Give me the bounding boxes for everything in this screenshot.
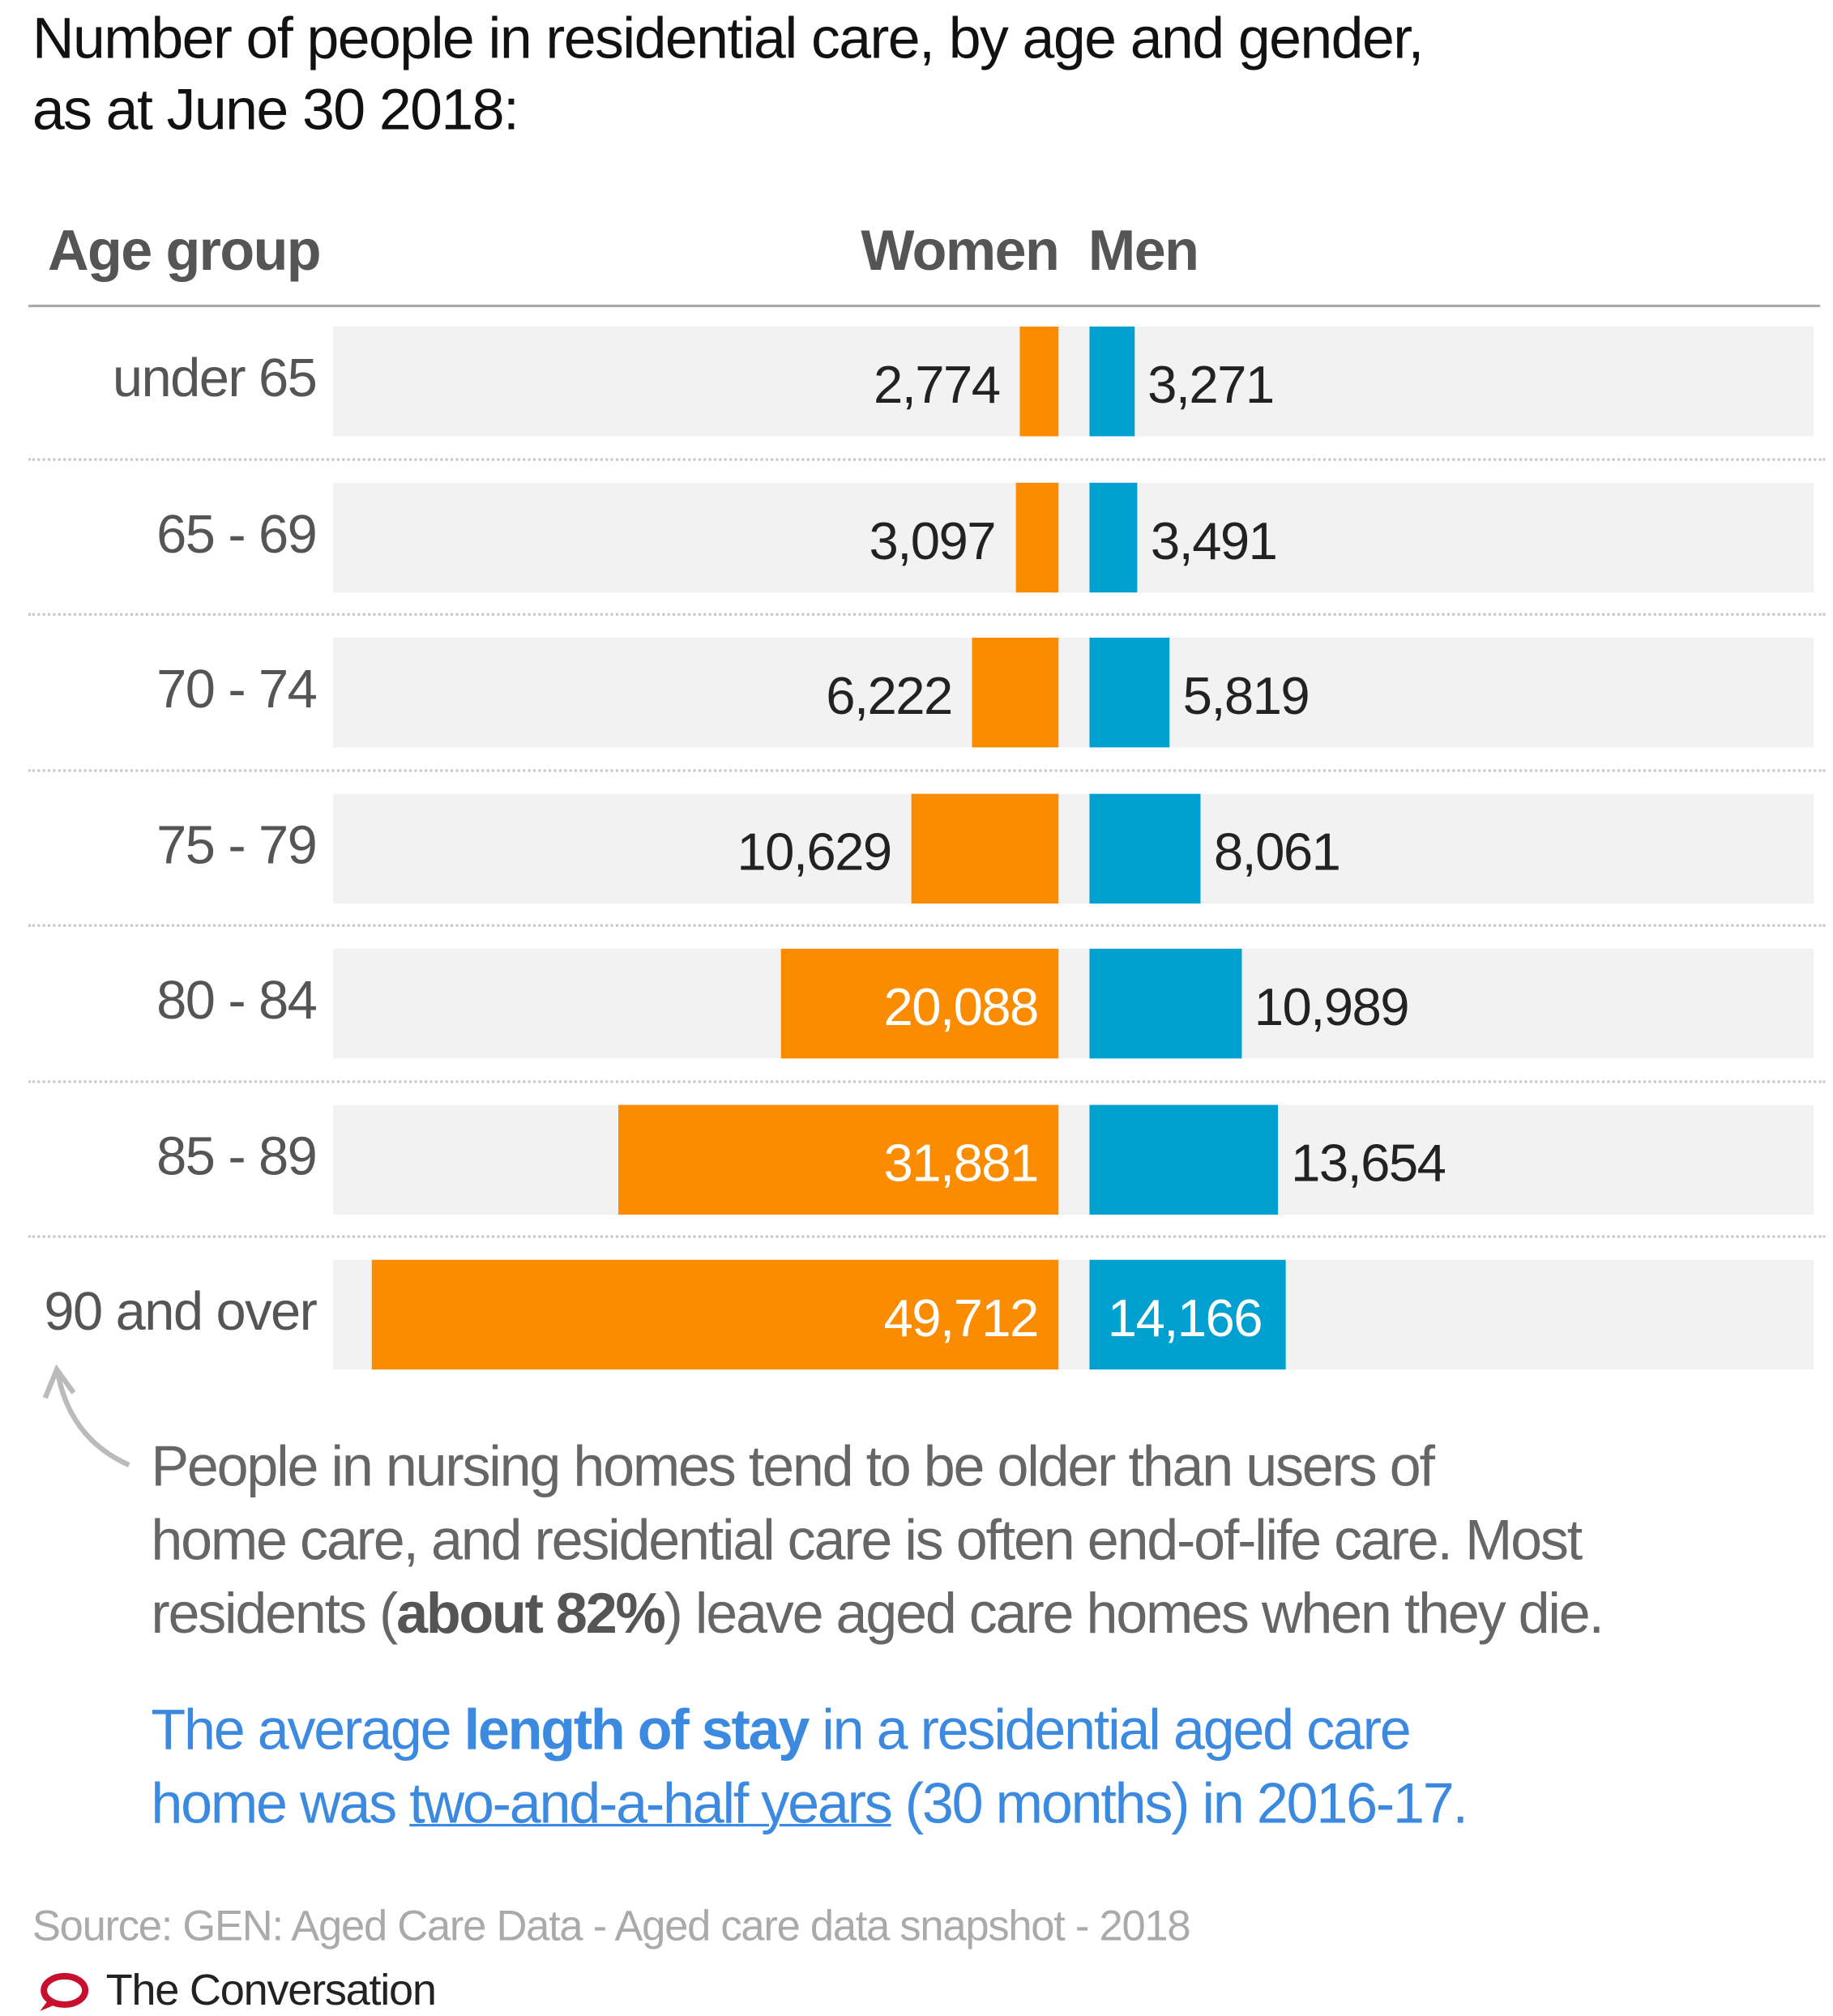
- text: (30 months) in 2016-17.: [891, 1772, 1468, 1836]
- brand-name: The Conversation: [105, 1966, 437, 2015]
- women-value-label: 49,712: [883, 1288, 1040, 1348]
- men-bar: [1089, 481, 1138, 592]
- row-background: [332, 637, 1814, 748]
- women-bar: [617, 1104, 1059, 1215]
- text: The average: [151, 1698, 464, 1762]
- row-separator: [28, 924, 1826, 927]
- curved-arrow-icon: [42, 1364, 130, 1467]
- men-bar: [1089, 1104, 1279, 1215]
- row-background: [332, 948, 1814, 1059]
- annotation-line-1: People in nursing homes tend to be older…: [151, 1435, 1435, 1499]
- chart-title: Number of people in residential care, by…: [32, 2, 1425, 144]
- age-label: 65 - 69: [156, 502, 318, 564]
- row-separator: [28, 1235, 1826, 1238]
- men-bar: [1089, 1259, 1285, 1370]
- row-separator: [28, 613, 1826, 616]
- source-note: Source: GEN: Aged Care Data - Aged care …: [32, 1901, 1191, 1950]
- annotation-line-2: home care, and residential care is often…: [151, 1509, 1583, 1573]
- men-bar: [1089, 948, 1241, 1059]
- header-rule: [28, 304, 1821, 308]
- stay-line-2: home was two-and-a-half years (30 months…: [151, 1767, 1468, 1841]
- women-value-label: 2,774: [874, 355, 1001, 415]
- men-header: Men: [1087, 219, 1199, 283]
- text: residents (: [151, 1582, 398, 1647]
- women-bar: [780, 948, 1059, 1059]
- age-label: 90 and over: [44, 1280, 317, 1342]
- title-line-2: as at June 30 2018:: [32, 75, 519, 143]
- men-value-label: 13,654: [1291, 1132, 1446, 1193]
- row-separator: [28, 768, 1826, 771]
- highlight-length-of-stay: length of stay: [464, 1698, 810, 1762]
- men-bar: [1089, 637, 1170, 748]
- men-value-label: 8,061: [1213, 821, 1341, 882]
- men-value-label: 3,491: [1150, 510, 1278, 570]
- women-bar: [371, 1259, 1059, 1370]
- annotation-paragraph: People in nursing homes tend to be older…: [151, 1430, 1604, 1651]
- men-value-label: 10,989: [1254, 976, 1410, 1037]
- men-value-label: 14,166: [1107, 1288, 1263, 1348]
- women-bar: [1019, 327, 1059, 437]
- length-of-stay-paragraph: The average length of stay in a resident…: [151, 1694, 1468, 1841]
- age-label: 80 - 84: [156, 969, 318, 1031]
- men-bar: [1089, 327, 1135, 437]
- age-group-header: Age group: [47, 219, 322, 283]
- age-label: 75 - 79: [156, 814, 318, 875]
- women-header: Women: [861, 219, 1059, 283]
- text: home was: [151, 1772, 410, 1836]
- row-separator: [28, 457, 1826, 460]
- women-value-label: 31,881: [883, 1132, 1040, 1193]
- women-bar: [1015, 481, 1059, 592]
- text: ) leave aged care homes when they die.: [664, 1582, 1604, 1647]
- row-background: [332, 481, 1814, 592]
- row-background: [332, 1104, 1814, 1215]
- row-background: [332, 792, 1814, 903]
- title-line-1: Number of people in residential care, by…: [32, 5, 1425, 71]
- women-bar: [972, 637, 1059, 748]
- text: in a residential aged care: [808, 1698, 1411, 1762]
- two-and-a-half-years-link[interactable]: two-and-a-half years: [409, 1772, 893, 1836]
- women-value-label: 20,088: [883, 976, 1040, 1037]
- highlight-82-percent: about 82%: [396, 1582, 666, 1647]
- age-label: 85 - 89: [156, 1125, 318, 1186]
- row-background: [332, 327, 1814, 437]
- stay-line-1: The average length of stay in a resident…: [151, 1694, 1466, 1767]
- women-value-label: 6,222: [826, 665, 953, 726]
- women-value-label: 3,097: [869, 510, 997, 570]
- women-value-label: 10,629: [737, 821, 892, 882]
- annotation-line-3: residents (about 82%) leave aged care ho…: [151, 1578, 1604, 1651]
- age-label: 70 - 74: [156, 658, 318, 720]
- row-separator: [28, 1079, 1826, 1083]
- women-bar: [912, 792, 1059, 903]
- the-conversation-logo-icon: [40, 1972, 89, 2011]
- men-value-label: 5,819: [1182, 665, 1310, 726]
- men-value-label: 3,271: [1147, 355, 1275, 415]
- men-bar: [1089, 792, 1201, 903]
- age-label: under 65: [112, 347, 318, 408]
